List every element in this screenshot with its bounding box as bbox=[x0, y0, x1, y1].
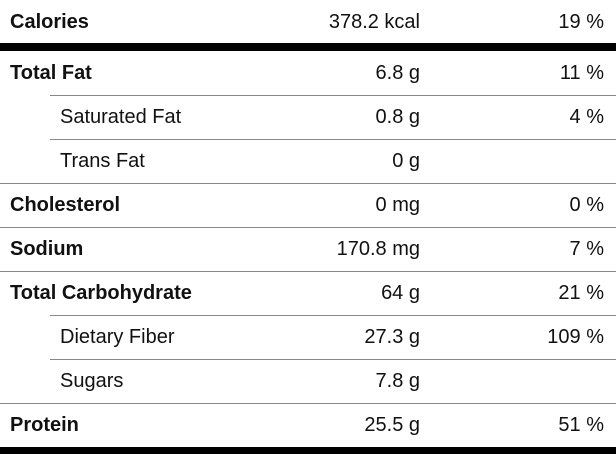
row-divider bbox=[50, 95, 616, 96]
daily-value: 109 % bbox=[547, 326, 604, 348]
nutrient-row: Protein 25.5 g 51 % bbox=[0, 403, 616, 447]
row-divider bbox=[0, 183, 616, 184]
nutrient-amount: 27.3 g bbox=[364, 326, 420, 348]
daily-value: 19 % bbox=[558, 11, 604, 33]
thick-divider bbox=[0, 43, 616, 51]
nutrient-row: Dietary Fiber 27.3 g 109 % bbox=[0, 315, 616, 359]
nutrient-amount: 0 g bbox=[392, 150, 420, 172]
nutrient-amount: 378.2 kcal bbox=[328, 11, 420, 33]
nutrient-amount: 7.8 g bbox=[375, 370, 420, 392]
nutrient-name: Total Fat bbox=[10, 62, 92, 84]
nutrient-amount: 25.5 g bbox=[364, 414, 420, 436]
daily-value: 21 % bbox=[558, 282, 604, 304]
nutrient-name: Trans Fat bbox=[60, 150, 145, 172]
thick-divider bbox=[0, 447, 616, 454]
row-divider bbox=[50, 315, 616, 316]
daily-value: 11 % bbox=[559, 62, 604, 84]
nutrient-amount: 64 g bbox=[381, 282, 420, 304]
nutrient-row: Total Carbohydrate 64 g 21 % bbox=[0, 271, 616, 315]
nutrient-amount: 170.8 mg bbox=[336, 238, 420, 260]
nutrient-name: Dietary Fiber bbox=[60, 326, 175, 348]
nutrient-name: Calories bbox=[10, 11, 89, 33]
nutrient-amount: 0 mg bbox=[375, 194, 420, 216]
row-divider bbox=[50, 139, 616, 140]
nutrient-amount: 0.8 g bbox=[375, 106, 420, 128]
nutrient-row: Sugars 7.8 g bbox=[0, 359, 616, 403]
nutrient-name: Saturated Fat bbox=[60, 106, 182, 128]
nutrient-row: Saturated Fat 0.8 g 4 % bbox=[0, 95, 616, 139]
nutrient-row: Cholesterol 0 mg 0 % bbox=[0, 183, 616, 227]
row-divider bbox=[50, 359, 616, 360]
nutrient-amount: 6.8 g bbox=[375, 62, 420, 84]
nutrient-name: Total Carbohydrate bbox=[10, 282, 192, 304]
nutrient-name: Sugars bbox=[60, 370, 124, 392]
daily-value: 7 % bbox=[569, 238, 604, 260]
nutrient-name: Cholesterol bbox=[10, 194, 121, 216]
nutrient-name: Sodium bbox=[10, 238, 84, 260]
daily-value: 51 % bbox=[558, 414, 604, 436]
row-divider bbox=[0, 227, 616, 228]
daily-value: 4 % bbox=[569, 106, 604, 128]
daily-value: 0 % bbox=[569, 194, 604, 216]
nutrient-name: Protein bbox=[10, 414, 79, 436]
row-divider bbox=[0, 271, 616, 272]
nutrient-row: Calories 378.2 kcal 19 % bbox=[0, 0, 616, 42]
nutrient-row: Trans Fat 0 g bbox=[0, 139, 616, 183]
nutrient-row: Sodium 170.8 mg 7 % bbox=[0, 227, 616, 271]
row-divider bbox=[0, 403, 616, 404]
nutrient-row: Total Fat 6.8 g 11 % bbox=[0, 51, 616, 95]
